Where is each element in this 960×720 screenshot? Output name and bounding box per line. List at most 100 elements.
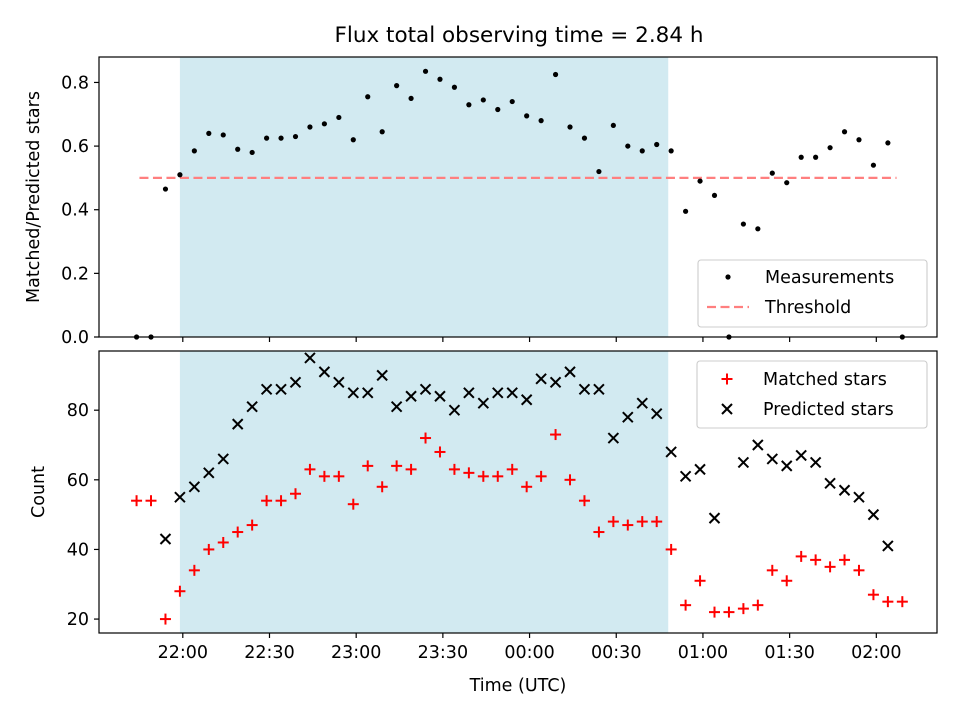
matched-star-point — [578, 495, 590, 507]
x-tick-label: 22:30 — [244, 643, 294, 663]
top-y-axis-label: Matched/Predicted stars — [24, 91, 44, 303]
matched-star-point — [232, 526, 244, 538]
predicted-star-point — [520, 394, 533, 406]
measurement-point — [495, 106, 501, 113]
measurement-point — [567, 124, 573, 130]
measurement-point — [524, 113, 530, 119]
measurement-point — [466, 102, 472, 108]
x-tick-label: 23:00 — [331, 643, 381, 663]
matched-star-point — [261, 495, 273, 507]
bottom-panel: 20 40 60 80 22:00 22:30 23:00 23:30 00:00 00:30 0… — [29, 350, 938, 696]
matched-star-point — [131, 495, 143, 507]
matched-star-point — [217, 536, 229, 548]
bottom-y-axis-ticks: 20 40 60 80 — [67, 401, 99, 630]
predicted-star-point — [477, 397, 490, 409]
measurement-point — [307, 124, 313, 130]
matched-star-point — [477, 470, 489, 482]
matched-star-point — [535, 470, 547, 482]
x-axis-label: Time (UTC) — [469, 676, 567, 696]
y-tick-label: 80 — [67, 401, 89, 421]
measurement-point — [437, 76, 443, 82]
matched-star-point — [246, 519, 258, 531]
measurement-point — [177, 172, 183, 178]
predicted-stars-legend-label: Predicted stars — [763, 400, 894, 420]
y-tick-label: 0.8 — [61, 73, 89, 93]
predicted-star-point — [752, 439, 764, 451]
matched-star-point — [174, 585, 186, 597]
measurement-point — [249, 149, 255, 156]
measurement-point — [596, 168, 602, 175]
predicted-star-point — [867, 508, 880, 521]
matched-star-point — [810, 554, 822, 566]
predicted-star-point — [578, 383, 591, 396]
y-tick-label: 60 — [67, 471, 89, 491]
predicted-star-point — [766, 453, 778, 465]
x-tick-label: 01:00 — [678, 643, 728, 663]
measurement-point — [451, 84, 458, 90]
matched-star-point — [289, 488, 301, 500]
matched-star-point — [463, 467, 475, 479]
predicted-star-point — [607, 432, 620, 444]
measurement-point — [336, 114, 342, 121]
measurement-point — [827, 145, 833, 151]
matched-star-point — [333, 470, 345, 482]
matched-stars-legend-marker — [721, 373, 733, 385]
top-legend-box — [697, 259, 928, 328]
predicted-stars-points — [159, 352, 894, 552]
matched-star-point — [737, 603, 749, 615]
predicted-star-point — [650, 407, 663, 420]
predicted-star-point — [289, 376, 302, 389]
predicted-star-point — [781, 460, 793, 472]
bottom-legend-box — [696, 360, 928, 429]
measurement-point — [885, 140, 891, 146]
matched-star-point — [694, 575, 706, 587]
predicted-star-point — [231, 418, 244, 430]
predicted-star-point — [304, 352, 316, 364]
matched-star-point — [622, 519, 634, 531]
matched-star-point — [506, 463, 518, 475]
predicted-star-point — [882, 540, 894, 552]
predicted-star-point — [838, 484, 851, 496]
measurement-point — [697, 178, 703, 184]
top-legend: Measurements Threshold — [697, 259, 928, 328]
matched-star-point — [376, 481, 388, 493]
measurement-point — [639, 148, 645, 154]
measurement-point — [350, 137, 356, 143]
predicted-star-point — [434, 390, 446, 402]
measurement-point — [552, 71, 559, 78]
measurement-point — [610, 122, 616, 129]
matched-star-point — [318, 470, 330, 482]
predicted-star-point — [419, 383, 432, 396]
measurement-point — [408, 95, 414, 101]
predicted-star-point — [492, 387, 504, 399]
bottom-legend: Matched stars Predicted stars — [696, 360, 928, 429]
predicted-star-point — [809, 456, 822, 469]
measurement-point — [235, 146, 241, 152]
matched-star-point — [159, 613, 171, 625]
matched-star-point — [347, 498, 359, 510]
top-axes-frame — [98, 56, 938, 338]
measurement-point — [538, 118, 544, 124]
measurement-point — [798, 154, 804, 160]
measurement-point — [581, 135, 588, 141]
predicted-star-point — [679, 470, 692, 483]
measurement-point — [625, 143, 631, 149]
bottom-axes-frame — [98, 350, 938, 634]
measurements-legend-label: Measurements — [765, 268, 894, 288]
measurement-point — [206, 130, 212, 136]
matched-star-point — [448, 463, 460, 475]
predicted-star-point — [260, 383, 273, 396]
predicted-star-point — [188, 481, 201, 493]
y-tick-label: 20 — [67, 610, 89, 630]
matched-star-point — [188, 564, 200, 576]
measurement-point — [220, 132, 226, 138]
matched-star-point — [145, 495, 157, 507]
matched-star-point — [896, 596, 908, 608]
matched-star-point — [853, 564, 865, 576]
y-tick-label: 0.4 — [61, 201, 89, 221]
matched-star-point — [867, 589, 879, 601]
predicted-star-point — [376, 369, 388, 382]
top-y-axis-ticks: 0.0 0.2 0.4 0.6 0.8 — [61, 73, 99, 348]
predicted-stars-legend-marker — [721, 403, 733, 415]
y-tick-label: 0.0 — [61, 328, 89, 348]
